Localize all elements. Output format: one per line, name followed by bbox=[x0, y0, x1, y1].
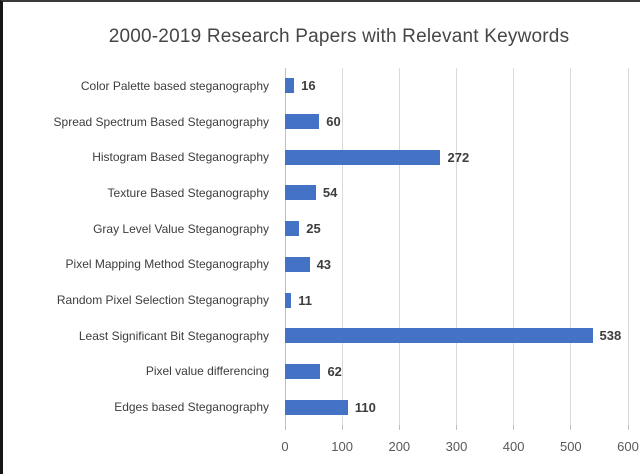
gridline bbox=[341, 68, 343, 425]
bars-container: 16 60 272 54 25 43 11 538 62 110 bbox=[285, 68, 628, 425]
gridline bbox=[398, 68, 400, 425]
category-label: Random Pixel Selection Steganography bbox=[56, 293, 269, 308]
bar-value-label: 110 bbox=[354, 399, 376, 415]
axis-tick-mark bbox=[570, 425, 572, 430]
bar-row: 62 bbox=[285, 354, 628, 390]
bar-row: 16 bbox=[285, 68, 628, 104]
bar-value-label: 538 bbox=[599, 328, 622, 344]
bar bbox=[285, 328, 593, 344]
bar bbox=[285, 363, 321, 379]
axis-tick-mark bbox=[284, 425, 286, 430]
bar-value-label: 54 bbox=[322, 185, 338, 201]
axis-tick-mark bbox=[398, 425, 400, 430]
axis-tick-mark bbox=[513, 425, 515, 430]
x-tick-label: 500 bbox=[559, 439, 582, 454]
bar-value-label: 62 bbox=[327, 363, 342, 379]
category-axis-labels: Color Palette based steganography Spread … bbox=[3, 68, 276, 425]
category-label: Edges based Steganography bbox=[114, 400, 269, 415]
bar bbox=[285, 292, 292, 308]
bar-value-label: 16 bbox=[301, 78, 316, 94]
category-label: Pixel value differencing bbox=[145, 364, 269, 379]
category-label: Least Significant Bit Steganography bbox=[78, 328, 269, 343]
x-tick-label: 100 bbox=[331, 439, 354, 454]
bar-value-label: 43 bbox=[316, 256, 332, 272]
bar-value-label: 25 bbox=[306, 221, 321, 237]
axis-tick-mark bbox=[456, 425, 457, 430]
x-tick-label: 600 bbox=[617, 439, 639, 454]
x-axis-tick-labels: 0 100 200 300 400 500 600 bbox=[281, 439, 638, 455]
x-tick-label: 200 bbox=[388, 439, 411, 454]
bar-value-label: 60 bbox=[326, 114, 341, 130]
x-tick-label: 300 bbox=[445, 439, 468, 454]
plot-area: 16 60 272 54 25 43 11 538 62 110 bbox=[284, 68, 629, 430]
gridline bbox=[456, 68, 457, 425]
bar-row: 110 bbox=[285, 389, 628, 425]
category-label: Spread Spectrum Based Steganography bbox=[53, 114, 269, 129]
bar-row: 25 bbox=[285, 211, 628, 247]
x-tick-label: 400 bbox=[502, 439, 525, 454]
bar bbox=[285, 256, 310, 272]
gridline bbox=[570, 68, 572, 425]
bar-row: 11 bbox=[285, 282, 628, 318]
bar-value-label: 11 bbox=[298, 292, 313, 308]
bar-row: 54 bbox=[285, 175, 628, 211]
gridline bbox=[513, 68, 515, 425]
bar bbox=[285, 78, 295, 94]
x-tick-label: 0 bbox=[281, 439, 289, 454]
bar bbox=[285, 399, 348, 415]
category-label: Color Palette based steganography bbox=[80, 78, 269, 93]
bar bbox=[285, 149, 441, 165]
category-label: Pixel Mapping Method Steganography bbox=[65, 257, 269, 272]
chart-title: 2000-2019 Research Papers with Relevant … bbox=[108, 26, 570, 47]
axis-tick-mark bbox=[627, 425, 629, 430]
axis-tick-mark bbox=[341, 425, 343, 430]
bar-row: 538 bbox=[285, 318, 628, 354]
bar-row: 272 bbox=[285, 139, 628, 175]
value-axis-line bbox=[284, 68, 286, 425]
category-label: Histogram Based Steganography bbox=[92, 150, 269, 165]
bar bbox=[285, 185, 316, 201]
bar-row: 43 bbox=[285, 247, 628, 283]
gridline bbox=[627, 68, 629, 425]
bar-value-label: 272 bbox=[447, 149, 470, 165]
bar bbox=[285, 114, 320, 130]
category-label: Texture Based Steganography bbox=[107, 185, 269, 200]
bar-row: 60 bbox=[285, 104, 628, 140]
category-label: Gray Level Value Steganography bbox=[93, 221, 269, 236]
bar bbox=[285, 221, 300, 237]
